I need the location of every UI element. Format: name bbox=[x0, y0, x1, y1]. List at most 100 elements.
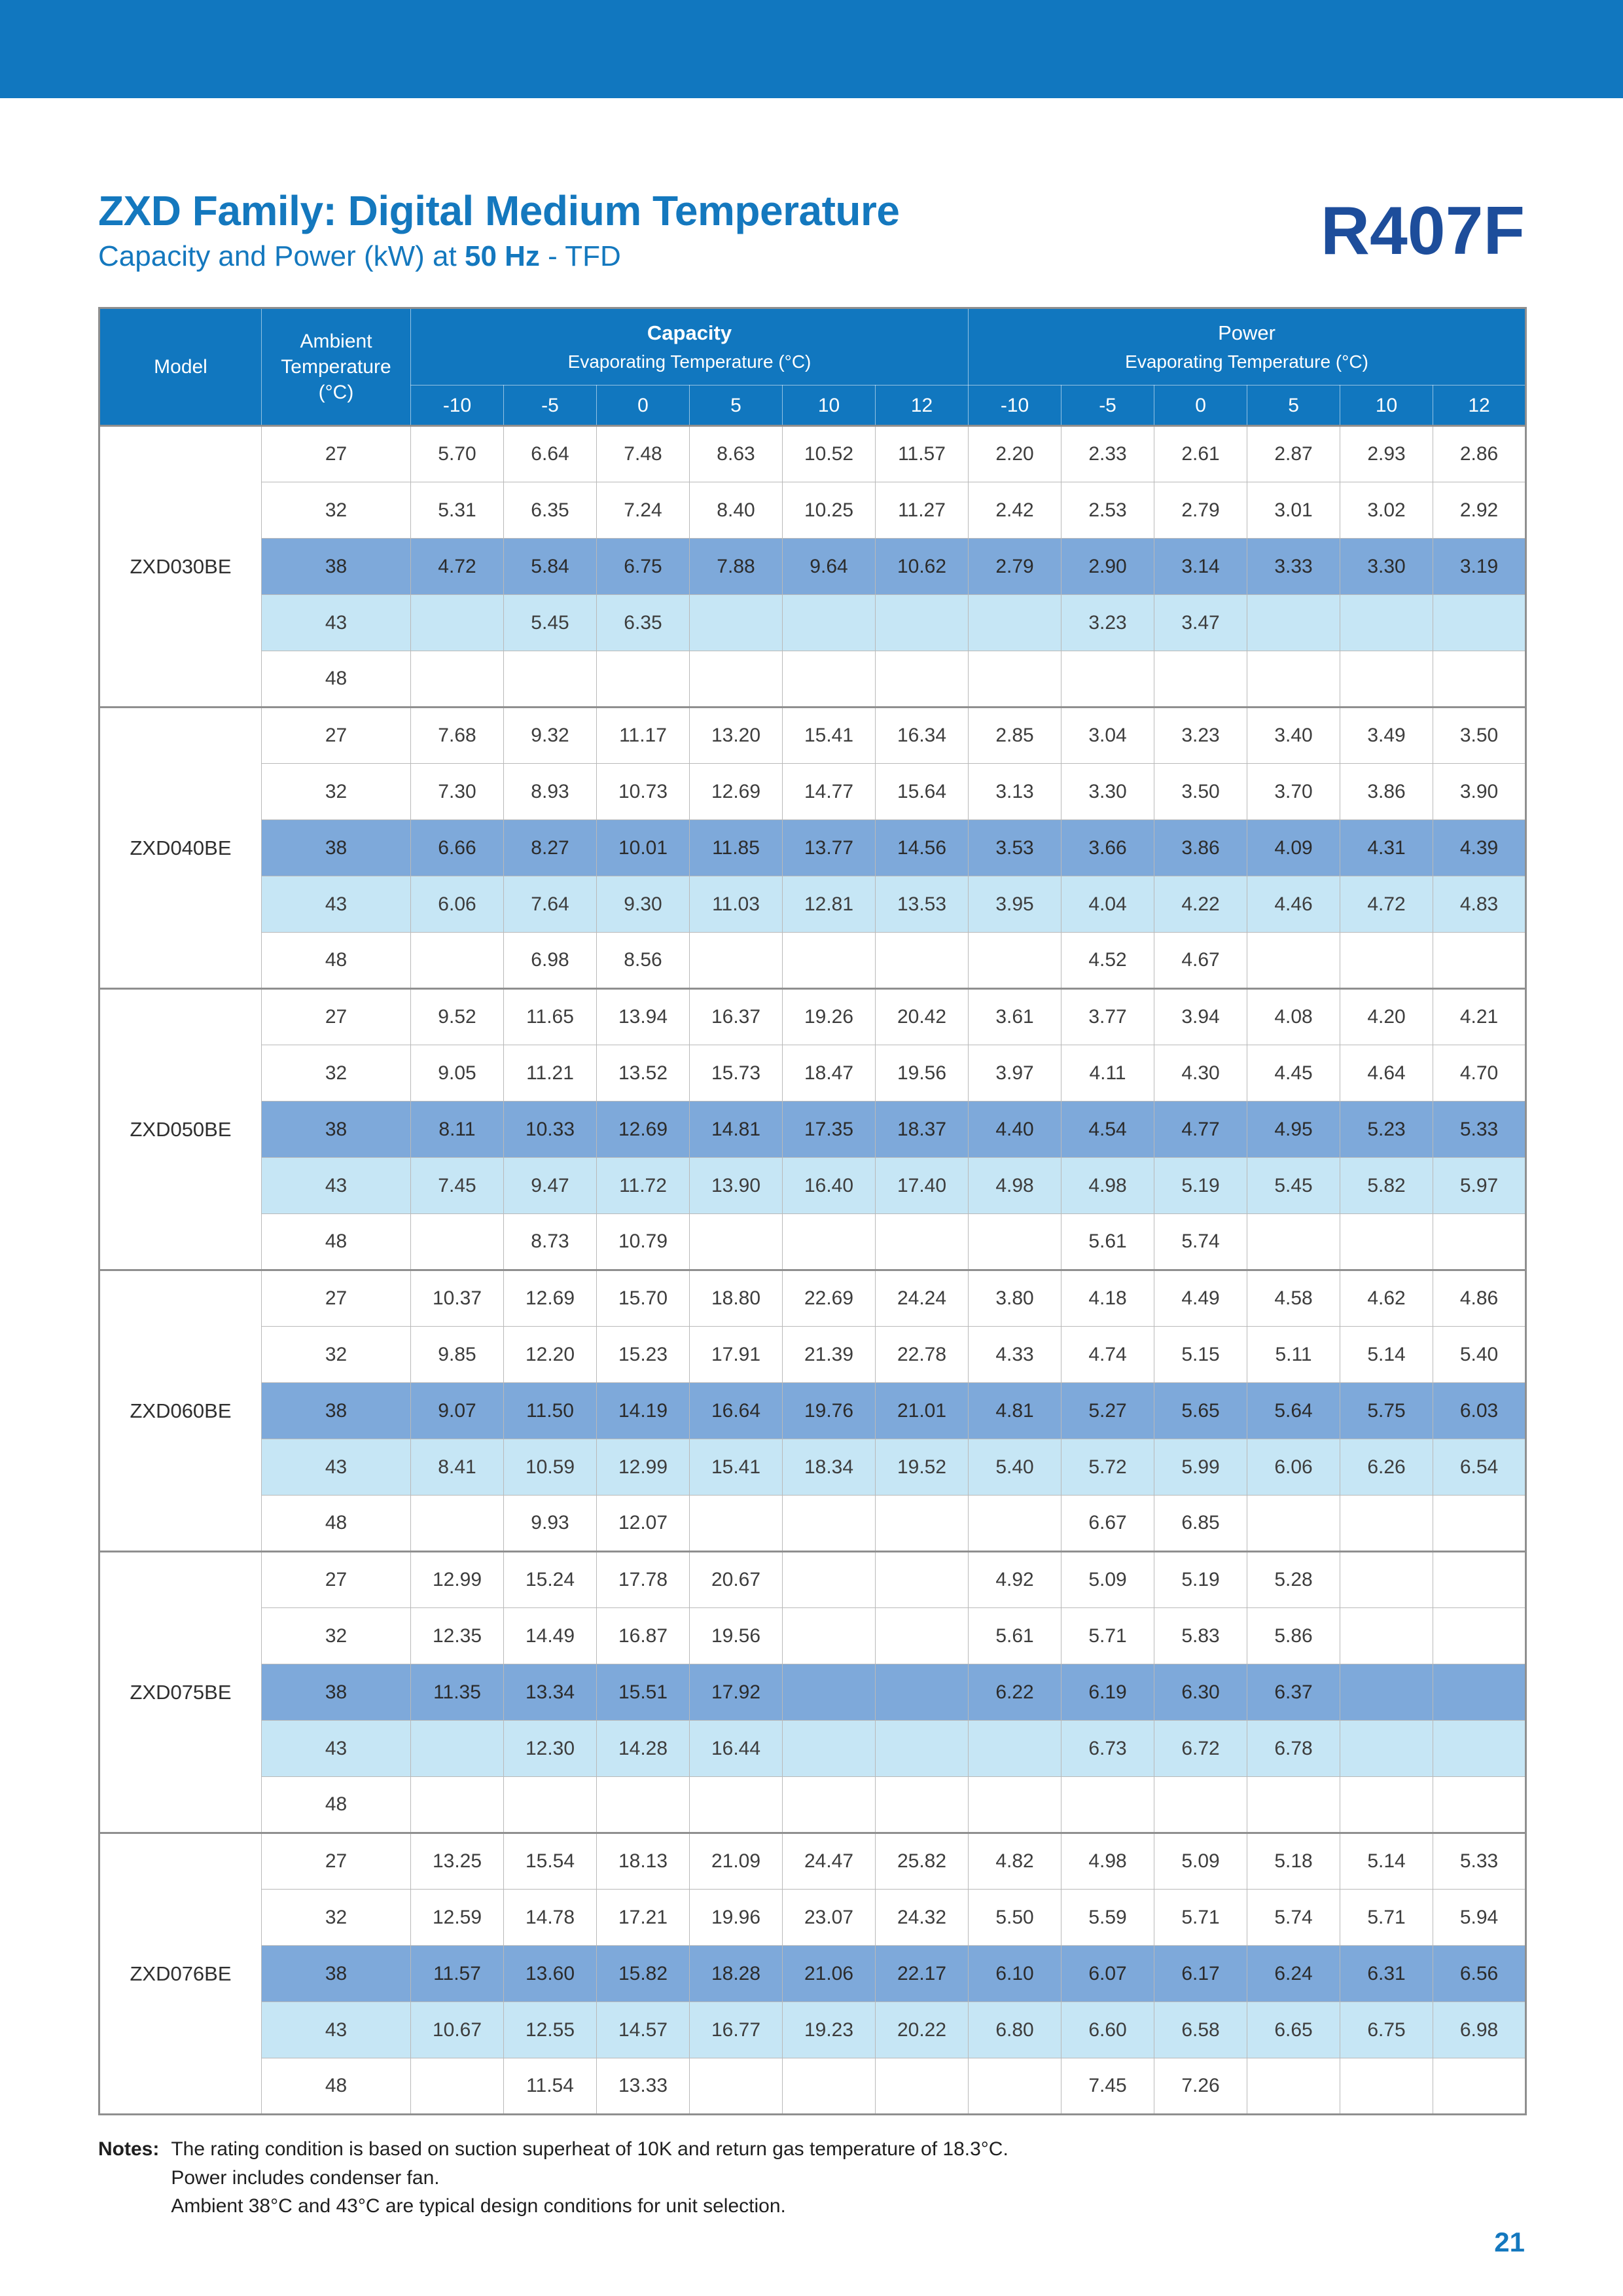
ambient-cell: 32 bbox=[261, 482, 411, 539]
table-row: ZXD050BE 27 9.52 11.65 13.94 16.37 19.26 20.42 3… bbox=[99, 988, 1527, 1271]
power-cell: 2.93 bbox=[1340, 425, 1434, 483]
capacity-cell: 8.11 bbox=[410, 1101, 504, 1158]
capacity-cell: 14.77 bbox=[782, 763, 876, 821]
power-cell bbox=[1433, 594, 1527, 652]
power-cell: 3.01 bbox=[1247, 482, 1341, 539]
title-block: ZXD Family: Digital Medium Temperature C… bbox=[98, 188, 900, 273]
power-cell: 5.19 bbox=[1154, 1551, 1248, 1609]
capacity-cell: 18.13 bbox=[596, 1832, 690, 1890]
power-cell bbox=[1247, 1213, 1341, 1271]
ambient-cell: 38 bbox=[261, 1382, 411, 1440]
ambient-cell: 32 bbox=[261, 1045, 411, 1102]
power-cell: 3.86 bbox=[1154, 819, 1248, 877]
power-cell: 6.17 bbox=[1154, 1945, 1248, 2003]
table-row: 48 9.93 12.07 6.67 6.85 bbox=[99, 1495, 1527, 1552]
capacity-cell bbox=[782, 932, 876, 990]
capacity-cell: 11.03 bbox=[689, 876, 783, 933]
ambient-cell: 32 bbox=[261, 1889, 411, 1946]
power-cell: 5.99 bbox=[1154, 1439, 1248, 1496]
capacity-cell: 9.07 bbox=[410, 1382, 504, 1440]
power-cell: 6.78 bbox=[1247, 1720, 1341, 1778]
capacity-cell: 24.24 bbox=[874, 1269, 969, 1327]
capacity-cell: 8.40 bbox=[689, 482, 783, 539]
power-cell: 5.40 bbox=[968, 1439, 1062, 1496]
model-cell: ZXD075BE bbox=[99, 1551, 262, 1834]
power-cell: 6.19 bbox=[1061, 1664, 1155, 1721]
capacity-cell: 10.01 bbox=[596, 819, 690, 877]
capacity-cell: 12.69 bbox=[689, 763, 783, 821]
capacity-cell bbox=[874, 594, 969, 652]
evap-temp-header: -10 bbox=[968, 385, 1062, 427]
power-cell: 4.30 bbox=[1154, 1045, 1248, 1102]
power-cell: 2.92 bbox=[1433, 482, 1527, 539]
power-cell bbox=[1154, 651, 1248, 708]
capacity-cell: 11.35 bbox=[410, 1664, 504, 1721]
power-cell: 3.13 bbox=[968, 763, 1062, 821]
power-cell: 4.52 bbox=[1061, 932, 1155, 990]
power-cell: 3.77 bbox=[1061, 988, 1155, 1046]
power-cell bbox=[1340, 1664, 1434, 1721]
power-cell: 6.22 bbox=[968, 1664, 1062, 1721]
power-cell bbox=[1247, 2058, 1341, 2115]
power-cell: 3.30 bbox=[1061, 763, 1155, 821]
capacity-cell: 17.92 bbox=[689, 1664, 783, 1721]
capacity-cell: 21.39 bbox=[782, 1326, 876, 1384]
power-cell: 4.04 bbox=[1061, 876, 1155, 933]
capacity-cell: 18.80 bbox=[689, 1269, 783, 1327]
capacity-cell: 15.41 bbox=[689, 1439, 783, 1496]
capacity-cell: 10.62 bbox=[874, 538, 969, 596]
power-section-header: Power Evaporating Temperature (°C) bbox=[968, 308, 1527, 386]
capacity-cell: 13.20 bbox=[689, 706, 783, 764]
power-cell: 4.49 bbox=[1154, 1269, 1248, 1327]
power-cell: 5.28 bbox=[1247, 1551, 1341, 1609]
capacity-cell: 16.34 bbox=[874, 706, 969, 764]
power-cell: 5.59 bbox=[1061, 1889, 1155, 1946]
power-cell: 3.86 bbox=[1340, 763, 1434, 821]
power-cell: 3.80 bbox=[968, 1269, 1062, 1327]
ambient-cell: 38 bbox=[261, 1101, 411, 1158]
capacity-cell: 11.17 bbox=[596, 706, 690, 764]
capacity-cell: 15.70 bbox=[596, 1269, 690, 1327]
capacity-cell: 11.54 bbox=[503, 2058, 597, 2115]
power-cell: 6.03 bbox=[1433, 1382, 1527, 1440]
ambient-cell: 27 bbox=[261, 1269, 411, 1327]
capacity-cell: 25.82 bbox=[874, 1832, 969, 1890]
power-cell bbox=[1340, 1495, 1434, 1552]
capacity-cell: 8.93 bbox=[503, 763, 597, 821]
power-cell: 2.42 bbox=[968, 482, 1062, 539]
refrigerant-label: R407F bbox=[1320, 192, 1525, 269]
capacity-cell: 22.78 bbox=[874, 1326, 969, 1384]
capacity-cell bbox=[874, 651, 969, 708]
power-cell: 5.61 bbox=[1061, 1213, 1155, 1271]
power-cell: 5.74 bbox=[1247, 1889, 1341, 1946]
capacity-section-header: Capacity Evaporating Temperature (°C) bbox=[410, 308, 969, 386]
capacity-cell: 18.34 bbox=[782, 1439, 876, 1496]
capacity-cell: 16.44 bbox=[689, 1720, 783, 1778]
power-cell: 4.39 bbox=[1433, 819, 1527, 877]
capacity-cell: 8.27 bbox=[503, 819, 597, 877]
capacity-cell: 11.85 bbox=[689, 819, 783, 877]
power-cell: 2.79 bbox=[1154, 482, 1248, 539]
table-row: 43 12.30 14.28 16.44 6.73 6.72 6.78 bbox=[99, 1720, 1527, 1778]
capacity-cell: 15.24 bbox=[503, 1551, 597, 1609]
power-cell bbox=[1247, 1495, 1341, 1552]
ambient-cell: 43 bbox=[261, 1439, 411, 1496]
capacity-cell: 21.01 bbox=[874, 1382, 969, 1440]
evap-temp-header: 0 bbox=[596, 385, 690, 427]
power-cell: 3.47 bbox=[1154, 594, 1248, 652]
capacity-cell: 19.23 bbox=[782, 2001, 876, 2059]
capacity-cell: 24.47 bbox=[782, 1832, 876, 1890]
capacity-cell bbox=[410, 594, 504, 652]
capacity-cell: 17.78 bbox=[596, 1551, 690, 1609]
capacity-cell: 8.73 bbox=[503, 1213, 597, 1271]
capacity-cell: 12.30 bbox=[503, 1720, 597, 1778]
capacity-cell: 10.73 bbox=[596, 763, 690, 821]
capacity-cell: 7.45 bbox=[410, 1157, 504, 1215]
power-cell: 5.33 bbox=[1433, 1101, 1527, 1158]
power-cell: 5.18 bbox=[1247, 1832, 1341, 1890]
capacity-cell: 18.47 bbox=[782, 1045, 876, 1102]
capacity-cell: 18.37 bbox=[874, 1101, 969, 1158]
power-cell: 6.54 bbox=[1433, 1439, 1527, 1496]
capacity-cell: 13.33 bbox=[596, 2058, 690, 2115]
power-cell: 2.90 bbox=[1061, 538, 1155, 596]
